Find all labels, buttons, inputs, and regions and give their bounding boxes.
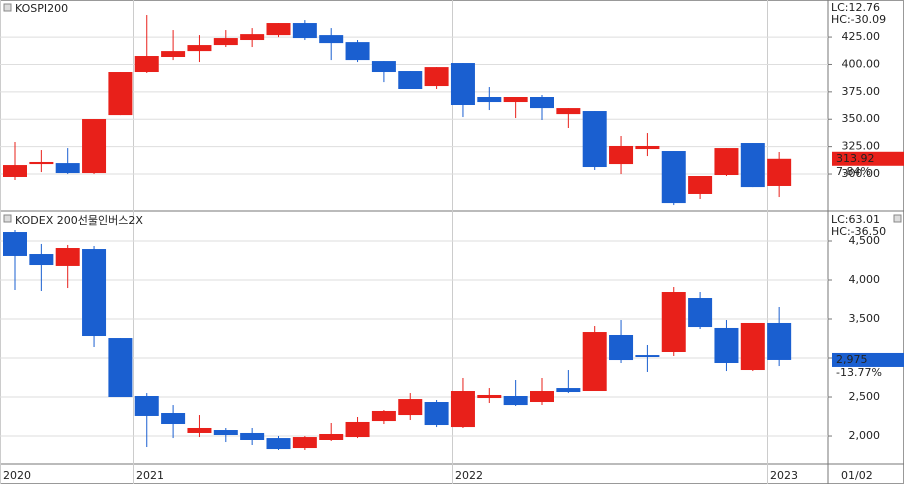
- candle-body: [714, 148, 739, 176]
- candle-body: [29, 254, 54, 266]
- panel-title: KODEX 200선물인버스2X: [15, 214, 143, 227]
- price-tag-label: 2,975: [836, 353, 868, 366]
- panel-icon: [3, 3, 12, 12]
- change-label: -13.77%: [836, 366, 882, 379]
- candle-body: [371, 410, 396, 422]
- candle-body: [635, 145, 660, 150]
- candle-body: [108, 338, 133, 398]
- candle-body: [108, 72, 133, 116]
- candle-body: [582, 111, 607, 168]
- candle-body: [292, 23, 317, 39]
- y-tick-label: 400.00: [842, 57, 881, 70]
- candle-body: [240, 34, 265, 41]
- candle-body: [767, 322, 792, 360]
- price-tag-label: 313.92: [836, 152, 875, 165]
- candle-body: [688, 176, 713, 194]
- candle-body: [450, 391, 475, 428]
- lc-label: LC:63.01: [831, 213, 880, 226]
- candle-body: [740, 143, 765, 188]
- candle-body: [609, 145, 634, 165]
- y-tick-label: 300.00: [842, 167, 881, 180]
- candle-body: [688, 298, 713, 328]
- candle-body: [556, 108, 581, 115]
- candle-body: [503, 97, 528, 103]
- y-tick-label: 4,500: [849, 234, 881, 247]
- panel-title: KOSPI200: [15, 2, 68, 15]
- candle-body: [161, 413, 186, 425]
- candle-body: [29, 161, 54, 165]
- candle-body: [3, 165, 27, 177]
- x-tick-label: 2023: [770, 469, 798, 482]
- hc-label: HC:-36.50: [831, 225, 886, 238]
- price-tag: [832, 352, 904, 367]
- candle-body: [213, 430, 238, 436]
- candle-body: [714, 327, 739, 364]
- candle-body: [292, 437, 317, 449]
- candle-body: [530, 97, 554, 109]
- candle-body: [477, 97, 502, 103]
- candle-body: [3, 232, 27, 256]
- y-tick-label: 350.00: [842, 112, 881, 125]
- y-tick-label: 325.00: [842, 140, 881, 153]
- lc-label: LC:12.76: [831, 1, 880, 14]
- candle-body: [556, 388, 581, 393]
- candle-body: [530, 391, 554, 403]
- y-tick-label: 3,500: [849, 312, 881, 325]
- y-tick-label: 4,000: [849, 273, 881, 286]
- candle-body: [187, 427, 212, 433]
- candle-body: [450, 63, 475, 105]
- candle-body: [661, 151, 686, 204]
- x-tick-label: 2022: [455, 469, 483, 482]
- price-tag: [832, 151, 904, 166]
- candle-body: [635, 355, 660, 357]
- candle-body: [767, 158, 792, 186]
- candle-body: [477, 394, 502, 399]
- x-tick-label: 2020: [3, 469, 31, 482]
- candle-body: [345, 421, 370, 438]
- candle-body: [266, 23, 291, 36]
- candle-body: [398, 71, 423, 90]
- y-tick-label: 425.00: [842, 30, 881, 43]
- panel-icon: [893, 214, 902, 223]
- x-tick-label: 01/02: [841, 469, 873, 482]
- panel-icon: [3, 214, 12, 223]
- candle-body: [371, 61, 396, 73]
- candle-body: [266, 438, 291, 450]
- y-tick-label: 2,500: [849, 390, 881, 403]
- candle-body: [134, 396, 159, 416]
- candle-body: [398, 399, 423, 416]
- candle-body: [134, 56, 159, 73]
- hc-label: HC:-30.09: [831, 13, 886, 26]
- y-tick-label: 375.00: [842, 85, 881, 98]
- candle-body: [345, 42, 370, 61]
- candle-body: [503, 396, 528, 406]
- candle-body: [187, 45, 212, 52]
- candle-body: [424, 402, 449, 426]
- candle-body: [319, 35, 344, 44]
- candle-body: [240, 432, 265, 441]
- candle-body: [661, 292, 686, 353]
- candle-body: [609, 334, 634, 361]
- candle-body: [55, 248, 80, 266]
- candle-body: [82, 119, 107, 174]
- candle-body: [161, 51, 186, 58]
- candle-body: [740, 322, 765, 371]
- candle-body: [319, 433, 344, 441]
- candle-body: [82, 249, 107, 337]
- candle-body: [582, 332, 607, 392]
- candle-body: [55, 163, 80, 174]
- change-label: 7.84%: [836, 165, 871, 178]
- y-tick-label: 2,000: [849, 429, 881, 442]
- candle-body: [213, 38, 238, 46]
- x-tick-label: 2021: [136, 469, 164, 482]
- candle-body: [424, 67, 449, 87]
